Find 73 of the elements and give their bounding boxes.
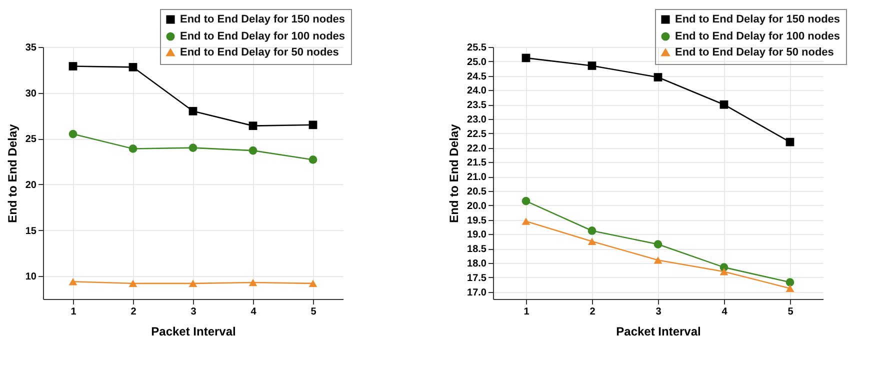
y-tick-label: 18.5 [467,244,487,256]
y-tick-label: 25.0 [467,56,487,68]
y-tick-label: 24.0 [467,86,487,97]
point [522,54,530,62]
point [654,73,662,82]
legend-label: End to End Delay for 100 nodes [180,30,346,42]
point [128,62,138,72]
point [188,280,198,288]
x-tick-label: 5 [788,306,794,318]
point [188,144,198,152]
x-tick-label: 1 [70,306,77,318]
point [68,130,78,138]
y-tick-label: 30 [25,88,37,100]
point [308,156,318,164]
point [128,280,138,288]
y-tick-label: 25.5 [467,42,487,54]
point [248,278,258,286]
y-tick-label: 19.0 [467,230,487,241]
point [68,62,78,70]
y-tick-label: 23.0 [467,114,487,126]
y-tick-label: 10 [25,272,37,283]
point [128,144,138,153]
y-tick-label: 23.5 [467,100,487,112]
point [588,238,596,246]
y-tick-label: 21.0 [467,172,487,184]
point [68,278,78,286]
point [720,268,728,276]
point [786,284,794,292]
y-tick-label: 15 [25,226,37,237]
point [248,122,258,130]
x-tick-label: 3 [656,306,662,318]
point [720,100,728,109]
point [308,120,318,130]
legend-label: End to End Delay for 50 nodes [675,46,834,58]
x-tick-label: 3 [190,306,197,318]
legend-label: End to End Delay for 150 nodes [180,14,346,26]
x-axis-title: Packet Interval [151,324,236,338]
point [654,256,662,264]
legend-label: End to End Delay for 50 nodes [180,46,339,58]
y-tick-label: 17.5 [467,272,487,284]
x-axis-title: Packet Interval [616,324,701,338]
y-tick-label: 20 [25,180,37,191]
point [654,240,662,248]
y-tick-label: 24.5 [467,71,487,82]
x-tick-label: 4 [250,306,257,318]
legend-label: End to End Delay for 150 nodes [675,14,840,26]
y-tick-label: 22.0 [467,143,487,154]
y-tick-label: 35 [25,42,37,54]
y-tick-label: 17.0 [467,287,487,298]
point [588,62,596,70]
x-tick-label: 4 [722,306,728,318]
y-tick-label: 20.5 [467,186,487,198]
y-tick-label: 22.5 [467,128,487,140]
point [588,226,596,235]
x-tick-label: 5 [310,306,317,318]
point [308,280,318,288]
point [522,196,530,206]
legend-label: End to End Delay for 100 nodes [675,30,840,42]
x-tick-label: 2 [130,306,137,318]
y-tick-label: 18.0 [467,258,487,270]
y-axis-title: End to End Delay [5,124,20,223]
y-tick-label: 25 [25,134,37,146]
point [522,218,530,225]
point [188,106,198,116]
y-tick-label: 19.5 [467,215,487,226]
point [248,146,258,155]
point [786,138,794,146]
x-tick-label: 1 [524,306,530,318]
y-tick-label: 20.0 [467,200,487,212]
point [786,278,794,286]
x-tick-label: 2 [590,306,596,318]
y-axis-title: End to End Delay [447,124,462,223]
y-tick-label: 21.5 [467,158,487,169]
